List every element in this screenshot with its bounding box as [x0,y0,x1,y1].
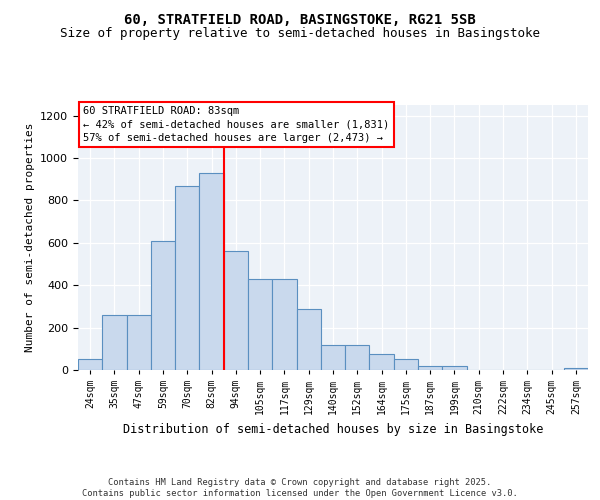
X-axis label: Distribution of semi-detached houses by size in Basingstoke: Distribution of semi-detached houses by … [123,422,543,436]
Bar [224,252,248,370]
Bar [370,354,394,370]
Bar [78,360,102,370]
Bar [199,173,224,370]
Text: Contains HM Land Registry data © Crown copyright and database right 2025.
Contai: Contains HM Land Registry data © Crown c… [82,478,518,498]
Text: 60 STRATFIELD ROAD: 83sqm
← 42% of semi-detached houses are smaller (1,831)
57% : 60 STRATFIELD ROAD: 83sqm ← 42% of semi-… [83,106,389,142]
Bar [272,279,296,370]
Bar [175,186,199,370]
Bar [248,279,272,370]
Bar [127,315,151,370]
Bar [321,344,345,370]
Bar [345,344,370,370]
Text: Size of property relative to semi-detached houses in Basingstoke: Size of property relative to semi-detach… [60,28,540,40]
Bar [418,366,442,370]
Bar [442,366,467,370]
Bar [102,315,127,370]
Bar [296,308,321,370]
Y-axis label: Number of semi-detached properties: Number of semi-detached properties [25,122,35,352]
Text: 60, STRATFIELD ROAD, BASINGSTOKE, RG21 5SB: 60, STRATFIELD ROAD, BASINGSTOKE, RG21 5… [124,12,476,26]
Bar [151,240,175,370]
Bar [394,360,418,370]
Bar [564,368,588,370]
